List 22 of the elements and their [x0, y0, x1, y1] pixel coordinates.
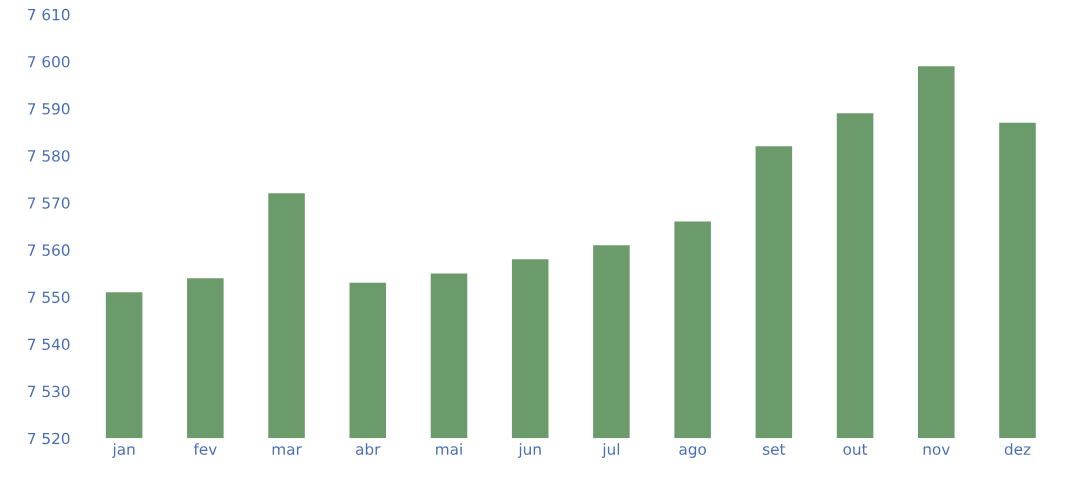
- x-tick-label: jun: [518, 443, 541, 458]
- x-tick-label: abr: [356, 443, 381, 455]
- y-tick-label: 7 610: [28, 8, 70, 21]
- y-tick-label: 7 520: [28, 432, 70, 445]
- x-tick-label: mai: [436, 443, 462, 455]
- x-tick-label: dez: [1004, 443, 1031, 455]
- x-tick-label: ago: [679, 446, 706, 458]
- x-tick-label: mar: [272, 446, 302, 455]
- x-tick-label: out: [843, 444, 868, 455]
- y-tick-label: 7 570: [28, 197, 70, 209]
- x-tick-label: nov: [923, 446, 950, 455]
- y-tick-label: 7 560: [28, 244, 70, 256]
- x-tick-label: jul: [602, 443, 620, 458]
- x-tick-label: set: [763, 444, 786, 455]
- y-tick-label: 7 540: [28, 338, 70, 351]
- y-tick-label: 7 550: [28, 291, 70, 303]
- x-tick-label: jan: [112, 443, 135, 458]
- y-tick-label: 7 580: [28, 150, 70, 162]
- x-tick-label: fev: [193, 443, 217, 455]
- y-tick-label: 7 530: [28, 385, 70, 398]
- y-tick-label: 7 590: [28, 103, 70, 115]
- y-tick-label: 7 600: [28, 55, 70, 68]
